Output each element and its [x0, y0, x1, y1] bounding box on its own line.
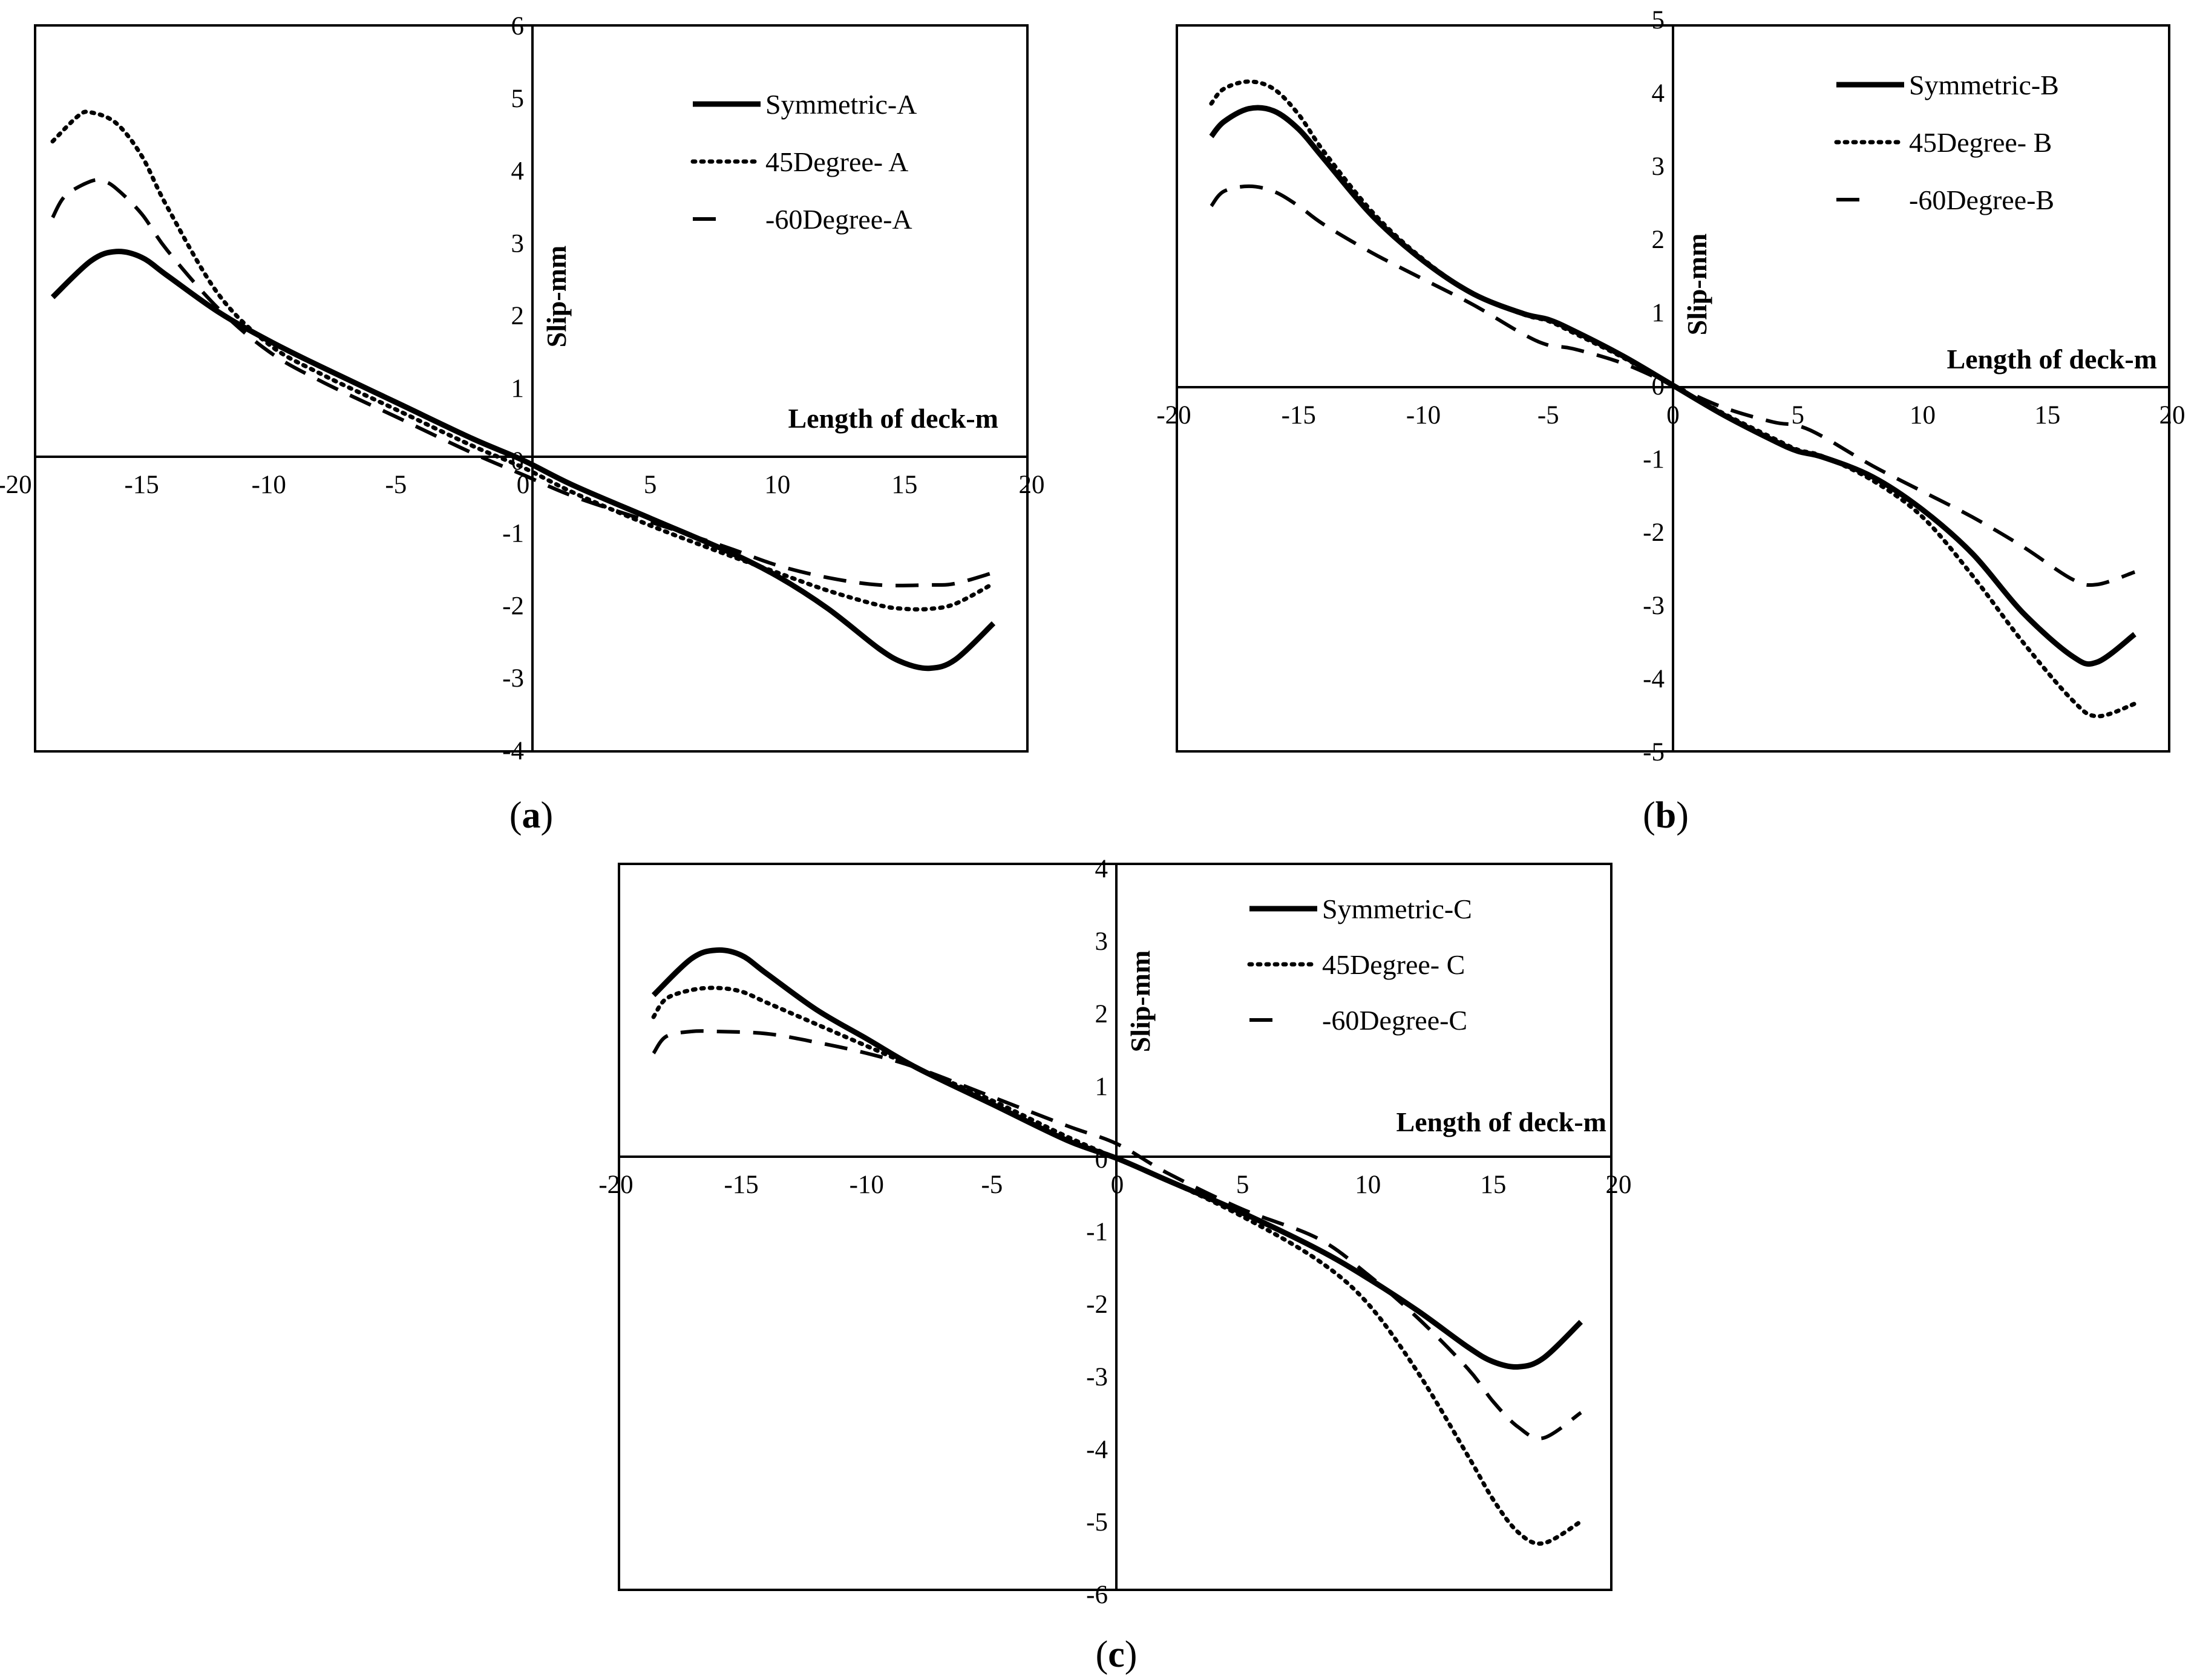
panel-caption-letter: c: [1108, 1634, 1125, 1675]
x-tick-label: -5: [1537, 401, 1559, 430]
y-tick-label: 6: [511, 12, 525, 41]
legend-label: -60Degree-A: [765, 204, 912, 235]
y-tick-label: -2: [502, 592, 524, 620]
y-tick-label: 2: [1652, 226, 1665, 254]
y-tick-label: -2: [1086, 1290, 1108, 1319]
x-tick-label: 0: [1666, 401, 1680, 430]
y-tick-label: -5: [1086, 1508, 1108, 1537]
chart-b: -20 -15 -10 -5 0 5 10 15 20-5-4-3-2-1012345Lengt…: [1156, 6, 2185, 766]
x-tick-label: 10: [1355, 1171, 1381, 1199]
x-tick-label: -5: [385, 471, 407, 499]
y-tick-label: 1: [1652, 299, 1665, 327]
legend-label: Symmetric-A: [765, 89, 917, 120]
legend-label: Symmetric-C: [1322, 894, 1472, 924]
panel-caption: (a): [509, 795, 553, 836]
panel-caption-letter: b: [1655, 795, 1676, 836]
chart-a: -20 -15 -10 -5 0 5 10 15 20-4-3-2-10123456Length…: [0, 12, 1045, 765]
series-line-dashed: [51, 178, 994, 587]
y-tick-label: 2: [1095, 1000, 1108, 1028]
series-line-solid: [50, 249, 996, 672]
y-tick-label: 2: [511, 302, 525, 330]
legend: Symmetric-C 45Degree- C -60Degree-C: [1247, 894, 1472, 1036]
y-tick-label: -1: [1086, 1218, 1108, 1246]
x-tick-label: 5: [1236, 1171, 1249, 1199]
y-tick-label: -4: [1086, 1436, 1108, 1464]
x-tick-label: 15: [891, 471, 917, 499]
series-line-dashed: [1210, 184, 2136, 587]
y-tick-label: -2: [1643, 518, 1665, 547]
x-tick-label: -15: [124, 471, 159, 499]
y-tick-label: 5: [1652, 6, 1665, 34]
y-tick-label: 5: [511, 85, 525, 113]
legend: Symmetric-B 45Degree- B -60Degree-B: [1834, 70, 2059, 215]
x-tick-label: -10: [1406, 401, 1441, 430]
x-tick-label: 10: [1910, 401, 1936, 430]
legend: Symmetric-A 45Degree- A -60Degree-A: [690, 89, 917, 235]
y-tick-label: 4: [1095, 855, 1108, 883]
panel-caption: (b): [1643, 795, 1689, 836]
y-tick-label: -4: [502, 737, 524, 765]
x-tick-label: 5: [1792, 401, 1805, 430]
y-tick-label: 1: [511, 374, 525, 403]
x-tick-label: -20: [598, 1171, 633, 1199]
x-tick-label: -10: [252, 471, 286, 499]
legend-label: 45Degree- B: [1909, 127, 2052, 158]
x-tick-label: -15: [724, 1171, 758, 1199]
x-axis-title: Length of deck-m: [1947, 344, 2157, 374]
y-axis-title: Slip-mm: [1681, 234, 1712, 336]
y-tick-label: 3: [511, 229, 525, 258]
x-tick-label: 5: [644, 471, 657, 499]
x-tick-label: -20: [0, 471, 32, 499]
legend-label: Symmetric-B: [1909, 70, 2059, 100]
y-axis-title: Slip-mm: [1125, 950, 1156, 1053]
x-tick-label: 10: [764, 471, 790, 499]
y-tick-label: -4: [1643, 665, 1665, 693]
x-tick-label: 15: [2034, 401, 2060, 430]
panel-caption: (c): [1096, 1634, 1138, 1675]
x-tick-label: -20: [1156, 401, 1191, 430]
y-tick-label: 3: [1095, 927, 1108, 956]
x-axis-title: Length of deck-m: [1396, 1106, 1606, 1137]
y-tick-label: -3: [1086, 1363, 1108, 1391]
panel-caption-letter: a: [522, 795, 541, 836]
chart-c: -20 -15 -10 -5 0 5 10 15 20-6-5-4-3-2-101234Leng…: [598, 855, 1631, 1609]
x-axis-title: Length of deck-m: [788, 403, 998, 434]
y-axis-title: Slip-mm: [541, 246, 572, 348]
y-tick-label: 4: [511, 157, 525, 186]
y-tick-label: -5: [1643, 738, 1665, 766]
x-tick-label: 20: [2159, 401, 2186, 430]
x-tick-label: -10: [850, 1171, 884, 1199]
y-tick-label: -3: [502, 664, 524, 693]
y-tick-label: 4: [1652, 79, 1665, 108]
legend-label: -60Degree-B: [1909, 185, 2054, 215]
x-tick-label: -15: [1282, 401, 1316, 430]
series-line-dotted: [50, 109, 996, 612]
legend-label: 45Degree- C: [1322, 949, 1465, 980]
series-line-dashed: [652, 1029, 1582, 1440]
series-line-dotted: [651, 985, 1583, 1546]
y-tick-label: 3: [1652, 152, 1665, 181]
legend-label: -60Degree-C: [1322, 1005, 1467, 1036]
y-tick-label: -1: [502, 520, 524, 548]
x-tick-label: -5: [981, 1171, 1003, 1199]
y-tick-label: -6: [1086, 1581, 1108, 1609]
y-tick-label: -3: [1643, 592, 1665, 620]
x-tick-label: 0: [1111, 1171, 1124, 1199]
legend-label: 45Degree- A: [765, 146, 908, 177]
series-line-dotted: [1209, 79, 2137, 719]
x-tick-label: 20: [1019, 471, 1045, 499]
x-tick-label: 15: [1480, 1171, 1506, 1199]
y-tick-label: 1: [1095, 1073, 1108, 1101]
x-tick-label: 20: [1606, 1171, 1632, 1199]
y-tick-label: -1: [1643, 445, 1665, 474]
